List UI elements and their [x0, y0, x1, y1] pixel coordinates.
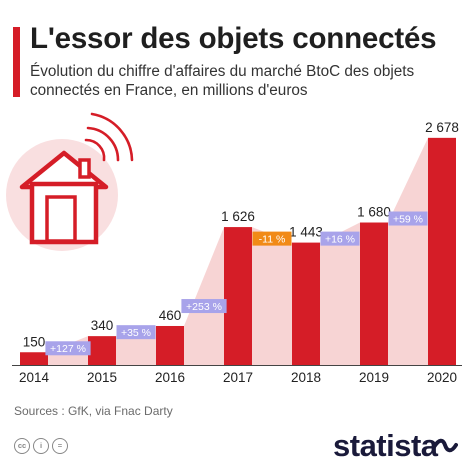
value-label-2017: 1 626 [221, 209, 255, 224]
growth-badge-2019: +16 % [320, 231, 360, 246]
bar-2016 [156, 325, 184, 365]
license-icons[interactable]: cc i = [14, 438, 68, 454]
bar-2020 [428, 137, 456, 365]
growth-label-2019: +16 % [325, 233, 355, 245]
growth-label-2016: +35 % [121, 327, 151, 339]
x-tick-2017: 2017 [223, 370, 253, 385]
bar-2017 [224, 227, 252, 365]
growth-label-2018: -11 % [259, 233, 286, 245]
x-tick-2020: 2020 [427, 370, 457, 385]
growth-label-2015: +127 % [50, 343, 86, 355]
x-tick-2015: 2015 [87, 370, 117, 385]
chart-title: L'essor des objets connectés [30, 22, 437, 55]
value-label-2016: 460 [159, 308, 182, 323]
x-tick-2016: 2016 [155, 370, 185, 385]
value-label-2020: 2 678 [425, 120, 459, 135]
x-tick-2014: 2014 [19, 370, 50, 385]
statista-logo[interactable]: statista [333, 428, 438, 463]
by-icon: i [33, 438, 49, 454]
bar-chart: 150 340 460 1 626 1 443 1 680 2 678 +127 % +35 … [6, 112, 462, 385]
growth-badge-2015: +127 % [45, 341, 91, 356]
footer: cc i = statista [0, 428, 474, 474]
sources-note: Sources : GfK, via Fnac Darty [14, 404, 173, 418]
value-label-2018: 1 443 [289, 225, 323, 240]
title-accent-bar [13, 27, 20, 97]
bar-2015 [88, 336, 116, 365]
growth-label-2020: +59 % [393, 213, 423, 225]
connected-house-icon [6, 112, 134, 251]
growth-badge-2020: +59 % [388, 211, 428, 226]
growth-badge-2017: +253 % [181, 299, 227, 314]
value-label-2015: 340 [91, 318, 114, 333]
growth-badge-2018: -11 % [252, 231, 292, 246]
value-label-2019: 1 680 [357, 205, 391, 220]
bar-2018 [292, 242, 320, 365]
nd-icon: = [52, 438, 68, 454]
growth-label-2017: +253 % [186, 301, 222, 313]
statista-mark-icon [432, 438, 458, 453]
cc-icon: cc [14, 438, 30, 454]
bar-2019 [360, 222, 388, 365]
x-tick-2018: 2018 [291, 370, 321, 385]
x-tick-2019: 2019 [359, 370, 389, 385]
bar-2014 [20, 352, 48, 365]
growth-badge-2016: +35 % [116, 325, 156, 340]
value-label-2014: 150 [23, 334, 46, 349]
chart-subtitle: Évolution du chiffre d'affaires du march… [30, 63, 415, 99]
